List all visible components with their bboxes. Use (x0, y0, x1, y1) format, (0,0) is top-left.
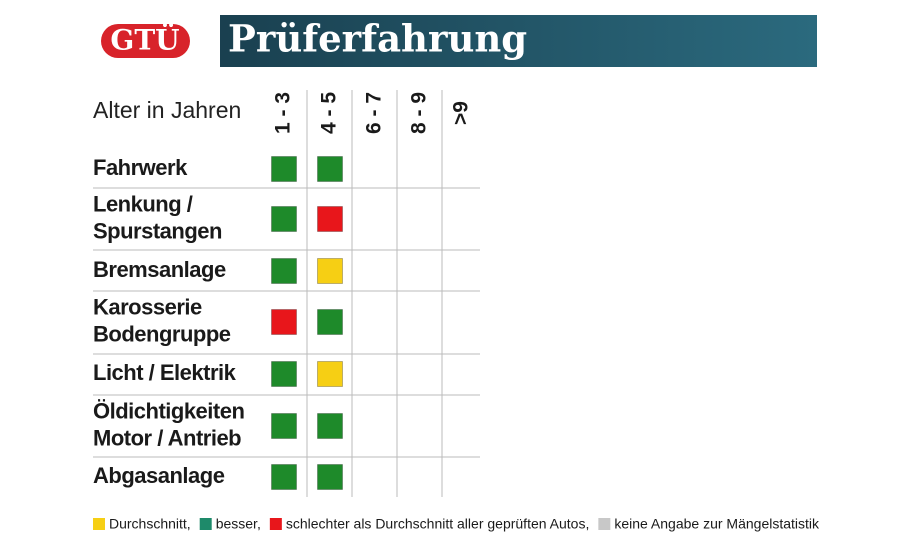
legend-text: schlechter als Durchschnitt aller geprüf… (286, 516, 590, 532)
rating-square (317, 413, 343, 439)
rating-square (271, 309, 297, 335)
rating-square (317, 258, 343, 284)
column-label: 4 - 5 (318, 92, 341, 134)
title: Prüferfahrung (228, 17, 527, 61)
rating-square (271, 413, 297, 439)
row-label: Fahrwerk (93, 155, 188, 180)
column-label: 1 - 3 (272, 92, 295, 134)
column-label: >9 (450, 101, 473, 125)
legend-swatch (93, 518, 105, 530)
rating-square (317, 361, 343, 387)
column-label: 6 - 7 (363, 92, 386, 134)
row-label: Abgasanlage (93, 463, 225, 488)
rating-square (271, 258, 297, 284)
rating-square (317, 206, 343, 232)
legend-text: keine Angabe zur Mängelstatistik (614, 516, 820, 532)
row-label: Öldichtigkeiten (93, 398, 244, 423)
row-label: Motor / Antrieb (93, 425, 241, 450)
rating-square (317, 309, 343, 335)
legend-swatch (199, 518, 212, 530)
row-label: Lenkung / (93, 191, 193, 216)
rating-square (271, 361, 297, 387)
row-label: Karosserie (93, 294, 202, 319)
rating-square (317, 464, 343, 490)
legend-text: Durchschnitt, (109, 516, 191, 532)
header-label: Alter in Jahren (93, 97, 241, 123)
legend-swatch (598, 518, 611, 530)
row-label: Spurstangen (93, 218, 222, 243)
rating-square (271, 464, 297, 490)
rating-square (317, 156, 343, 182)
legend-swatch (269, 518, 282, 530)
rating-square (271, 206, 297, 232)
legend-text: besser, (216, 516, 261, 532)
row-label: Licht / Elektrik (93, 360, 237, 385)
logo: GTÜ (110, 23, 179, 57)
row-label: Bremsanlage (93, 257, 226, 282)
rating-square (271, 156, 297, 182)
column-label: 8 - 9 (408, 92, 431, 134)
logo-badge (101, 24, 190, 58)
row-label: Bodengruppe (93, 321, 231, 346)
